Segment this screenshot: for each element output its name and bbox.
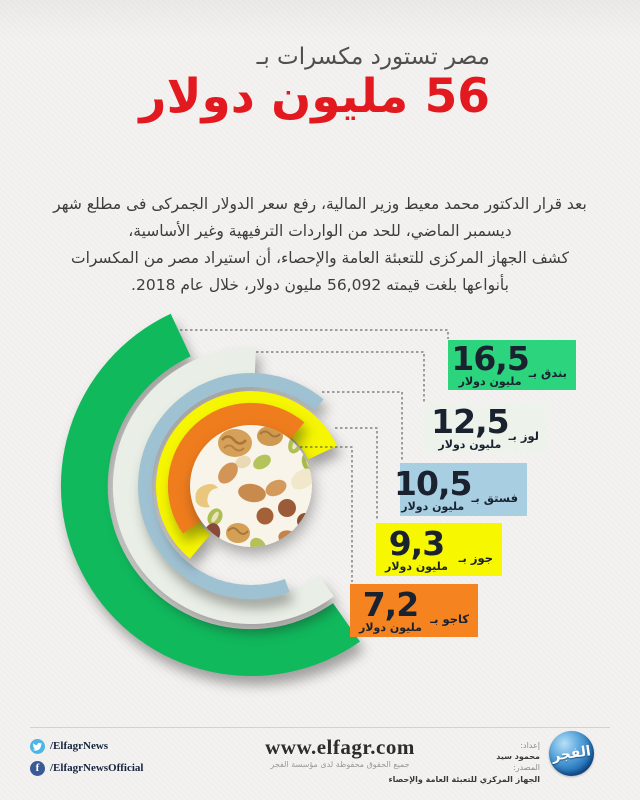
source-label: المصدر: [513, 763, 540, 773]
intro-paragraph: بعد قرار الدكتور محمد معيط وزير المالية،… [30, 191, 610, 299]
nut-name: لوز بـ [508, 429, 539, 443]
connector-almond [256, 351, 425, 402]
social-links: /ElfagrNews f /ElfagrNewsOfficial [30, 736, 143, 780]
site-block: www.elfagr.com جميع الحقوق محفوظة لدى مؤ… [210, 735, 470, 769]
label-almond: لوز بـ 12,5 مليون دولار [424, 403, 548, 453]
label-walnut: جوز بـ 9,3 مليون دولار [376, 523, 502, 576]
nuts-photo [190, 425, 312, 547]
twitter-icon [30, 738, 45, 754]
elfagr-logo: الفجر [549, 731, 594, 776]
source-name: الجهاز المركزي للتعبئة العامة والإحصاء [388, 774, 540, 784]
intro-line: بأنواعها بلغت قيمته 56,092 مليون دولار، … [131, 276, 509, 294]
nut-value: 9,3 [388, 523, 445, 563]
nut-unit: مليون دولار [401, 499, 465, 513]
nut-name: فستق بـ [471, 490, 518, 505]
nut-unit: مليون دولار [438, 438, 502, 451]
label-cashew: كاجو بـ 7,2 مليون دولار [350, 584, 478, 637]
intro-line: ديسمبر الماضي، للحد من الواردات الترفيهي… [128, 222, 512, 240]
facebook-icon: f [30, 760, 45, 776]
header-kicker: مصر تستورد مكسرات بـ [256, 44, 490, 70]
connector-hazelnut [180, 329, 449, 339]
copyright-text: جميع الحقوق محفوظة لدى مؤسسة الفجر [270, 760, 410, 769]
twitter-handle: /ElfagrNews [50, 740, 109, 752]
arc-pistachio [138, 372, 324, 599]
nut-unit: مليون دولار [458, 375, 522, 388]
label-hazelnut: بندق بـ 16,5 مليون دولار [448, 340, 576, 390]
nut-unit: مليون دولار [359, 620, 422, 634]
facebook-handle: /ElfagrNewsOfficial [50, 762, 144, 774]
website-link[interactable]: www.elfagr.com [265, 735, 415, 759]
connector-walnut [335, 427, 378, 521]
prepared-label: إعداد: [520, 741, 540, 750]
nut-unit: مليون دولار [385, 559, 448, 573]
connector-pistachio [322, 391, 403, 461]
nut-value: 7,2 [362, 584, 419, 624]
nut-name: بندق بـ [528, 366, 567, 380]
twitter-link[interactable]: /ElfagrNews [30, 736, 143, 756]
arc-almond [112, 348, 334, 625]
credits-block: إعداد: محمود سيد المصدر: الجهاز المركزي … [388, 740, 540, 785]
prepared-by: محمود سيد [496, 752, 540, 762]
label-pistachio: فستق بـ 10,5 مليون دولار [394, 463, 527, 516]
nut-value: 10,5 [394, 463, 472, 503]
page-title: 56 مليون دولار [139, 69, 490, 124]
nut-value: 16,5 [451, 339, 529, 378]
connector-cashew [300, 446, 353, 582]
intro-line: كشف الجهاز المركزى للتعبئة العامة والإحص… [70, 249, 570, 267]
nut-name: كاجو بـ [430, 611, 469, 626]
facebook-link[interactable]: f /ElfagrNewsOfficial [30, 758, 143, 778]
nut-name: جوز بـ [458, 550, 493, 565]
footer-divider [30, 727, 610, 728]
intro-line: بعد قرار الدكتور محمد معيط وزير المالية،… [53, 195, 587, 213]
header: مصر تستورد مكسرات بـ 56 مليون دولار [139, 44, 490, 121]
elfagr-logo-text: الفجر [551, 742, 592, 765]
arc-hazelnut [60, 313, 360, 677]
nut-value: 12,5 [431, 402, 509, 441]
